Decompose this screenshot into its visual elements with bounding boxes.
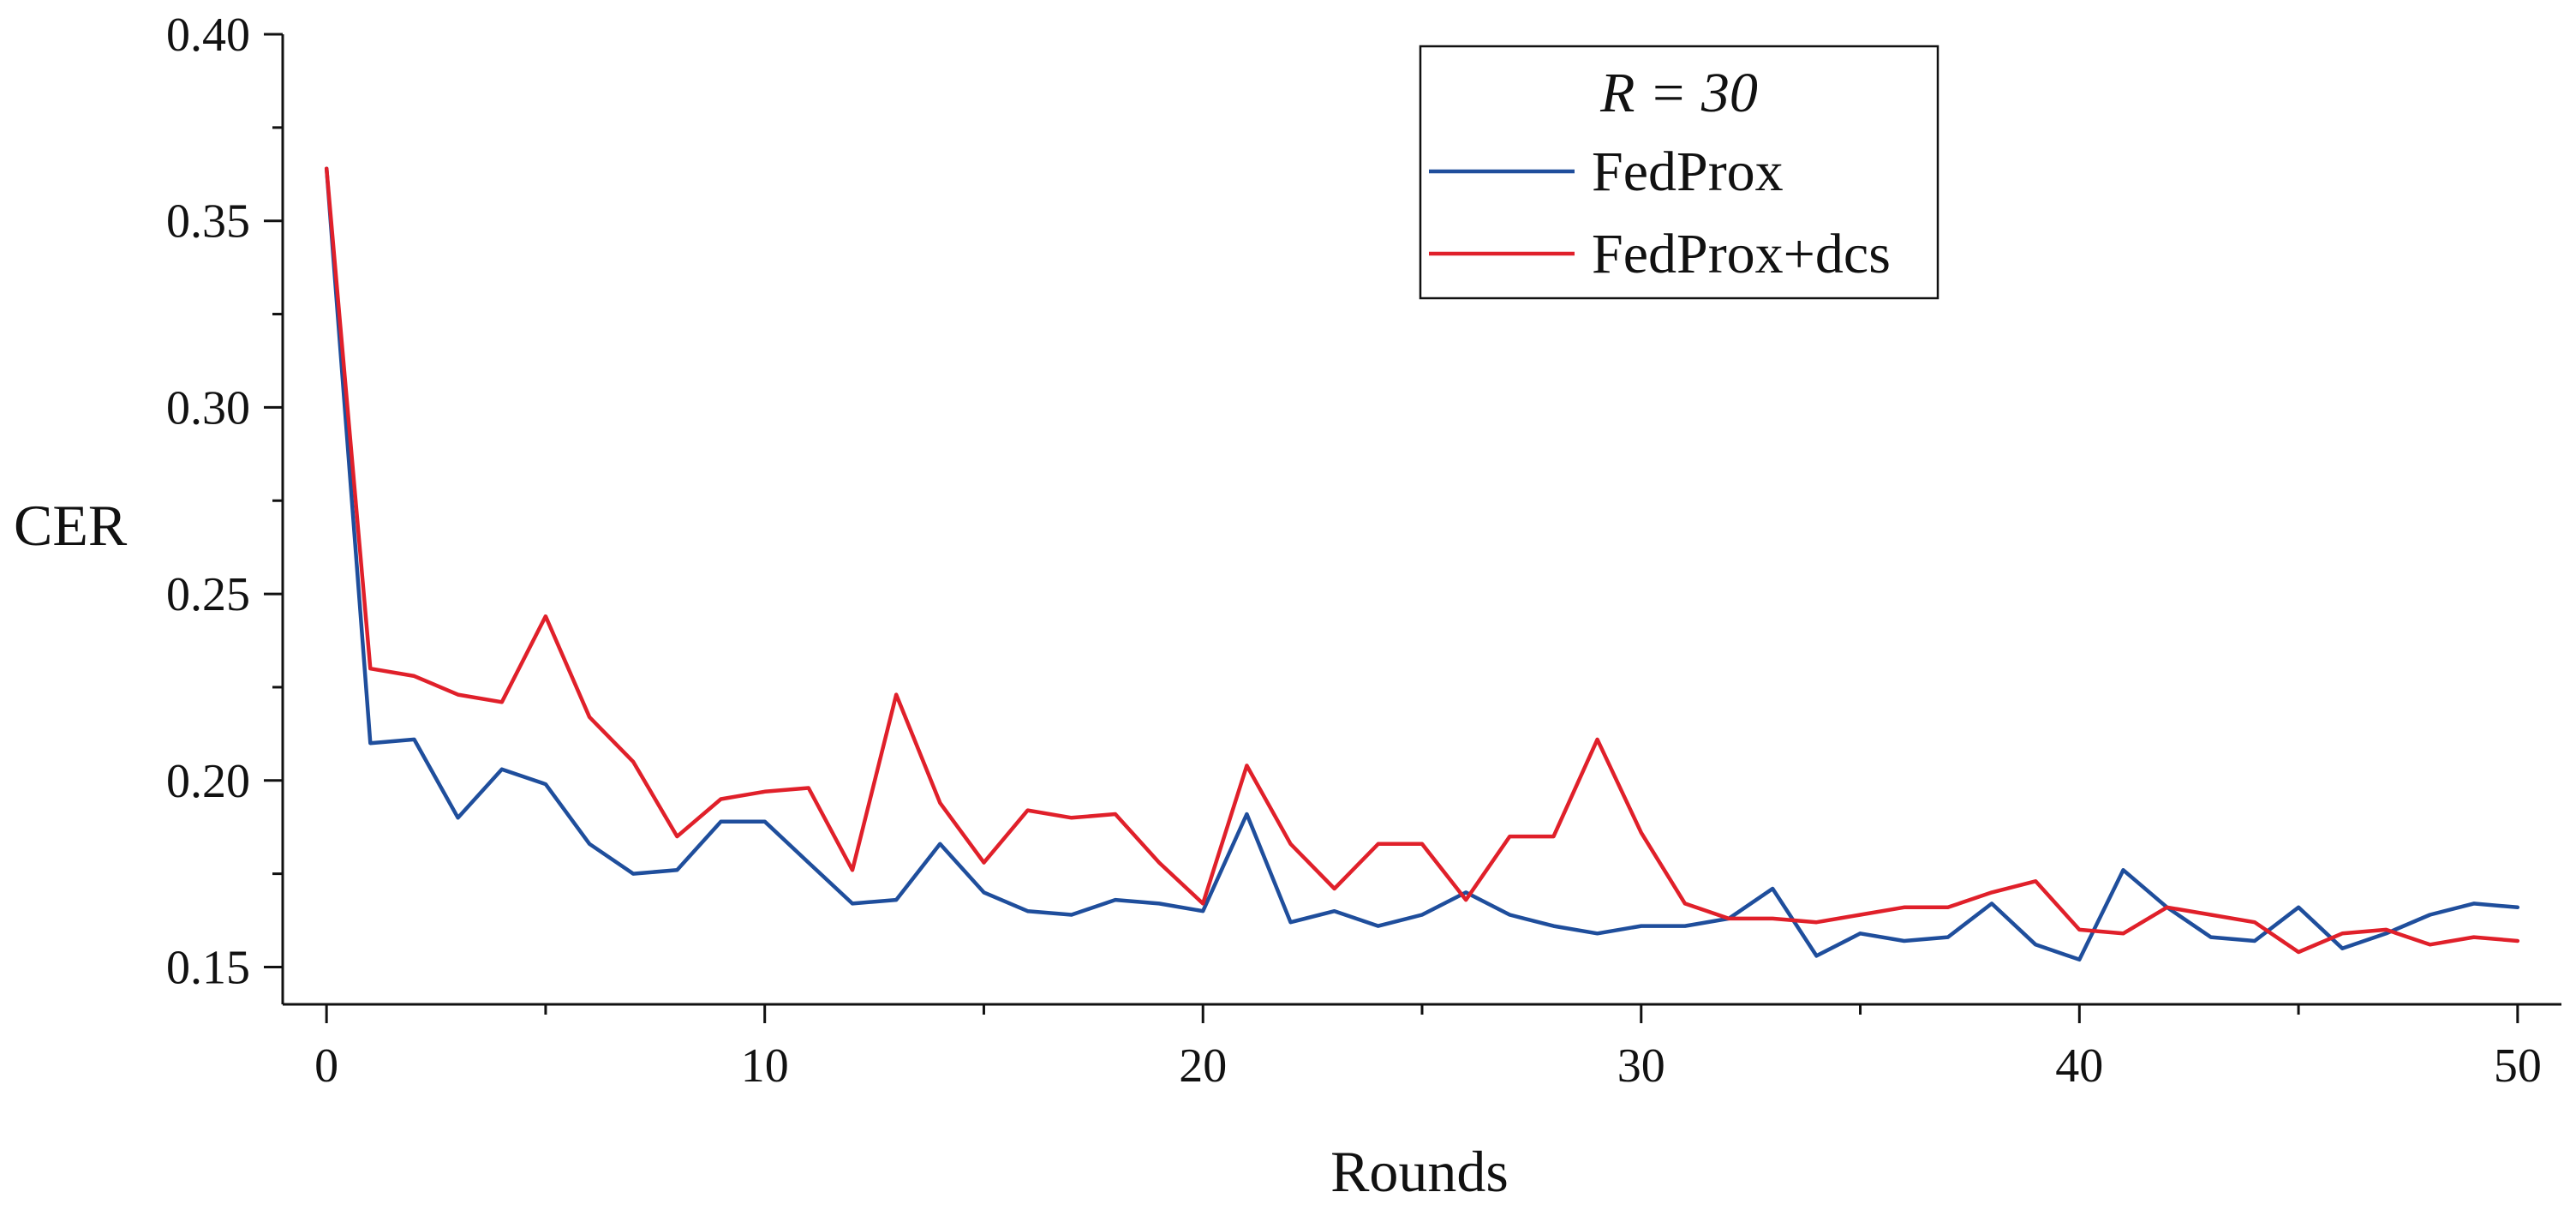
legend: R = 30 FedProx FedProx+dcs <box>1419 45 1939 300</box>
y-tick-label: 0.20 <box>166 755 250 808</box>
series-line-fedprox-dcs <box>324 166 2520 955</box>
y-tick-label: 0.30 <box>166 381 250 434</box>
x-tick-label: 20 <box>1179 1039 1227 1093</box>
y-tick-label: 0.40 <box>166 9 250 62</box>
series-line-fedprox <box>324 166 2520 962</box>
y-axis-title: CER <box>14 493 128 558</box>
axes: 0 10 20 30 40 50 0.15 0.20 0.25 0.30 0.35 0.40 <box>166 9 2561 1093</box>
x-tick-label: 40 <box>2055 1039 2103 1093</box>
legend-title: R = 30 <box>1599 62 1758 124</box>
legend-label-fedprox-dcs: FedProx+dcs <box>1592 223 1891 285</box>
x-tick-label: 50 <box>2494 1039 2542 1093</box>
x-tick-label: 30 <box>1617 1039 1665 1093</box>
x-tick-label: 0 <box>314 1039 338 1093</box>
x-tick-label: 10 <box>741 1039 789 1093</box>
x-axis-title: Rounds <box>1330 1139 1509 1204</box>
legend-label-fedprox: FedProx <box>1592 141 1784 203</box>
series-layer <box>324 166 2520 962</box>
y-tick-label: 0.25 <box>166 568 250 621</box>
y-tick-label: 0.35 <box>166 195 250 249</box>
y-tick-label: 0.15 <box>166 941 250 994</box>
